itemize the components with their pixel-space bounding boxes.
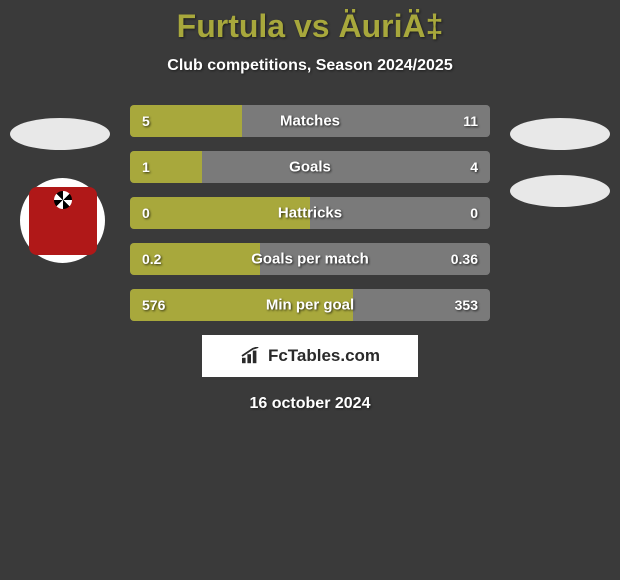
stat-row: 0.2 Goals per match 0.36 — [130, 243, 490, 275]
stat-label: Goals — [289, 159, 331, 176]
comparison-title: Furtula vs ÄuriÄ‡ — [0, 8, 620, 45]
stat-value-right: 11 — [463, 113, 478, 129]
club-logo-left — [20, 178, 105, 263]
stat-row: 1 Goals 4 — [130, 151, 490, 183]
comparison-subtitle: Club competitions, Season 2024/2025 — [0, 57, 620, 75]
stat-bar-right — [202, 151, 490, 183]
club-crest-icon — [29, 187, 97, 255]
stat-row: 5 Matches 11 — [130, 105, 490, 137]
stat-value-left: 5 — [142, 113, 150, 129]
player-badge-left — [10, 118, 110, 150]
stat-value-left: 0.2 — [142, 251, 161, 267]
brand-label: FcTables.com — [268, 346, 380, 366]
stat-label: Matches — [280, 113, 340, 130]
stat-value-right: 0.36 — [451, 251, 478, 267]
stat-row: 576 Min per goal 353 — [130, 289, 490, 321]
stat-bar-right — [242, 105, 490, 137]
stat-label: Hattricks — [278, 205, 342, 222]
player-badge-right-1 — [510, 118, 610, 150]
stat-label: Goals per match — [251, 251, 369, 268]
player-badge-right-2 — [510, 175, 610, 207]
stat-value-right: 0 — [470, 205, 478, 221]
stat-label: Min per goal — [266, 297, 354, 314]
stat-row: 0 Hattricks 0 — [130, 197, 490, 229]
chart-icon — [240, 347, 262, 365]
stat-bar-left — [130, 151, 202, 183]
stats-area: 5 Matches 11 1 Goals 4 0 Hattricks 0 0.2… — [130, 105, 490, 321]
brand-box[interactable]: FcTables.com — [202, 335, 418, 377]
stat-value-left: 576 — [142, 297, 165, 313]
stat-value-left: 0 — [142, 205, 150, 221]
stat-value-right: 353 — [455, 297, 478, 313]
date-label: 16 october 2024 — [0, 395, 620, 413]
stat-value-left: 1 — [142, 159, 150, 175]
stat-value-right: 4 — [470, 159, 478, 175]
